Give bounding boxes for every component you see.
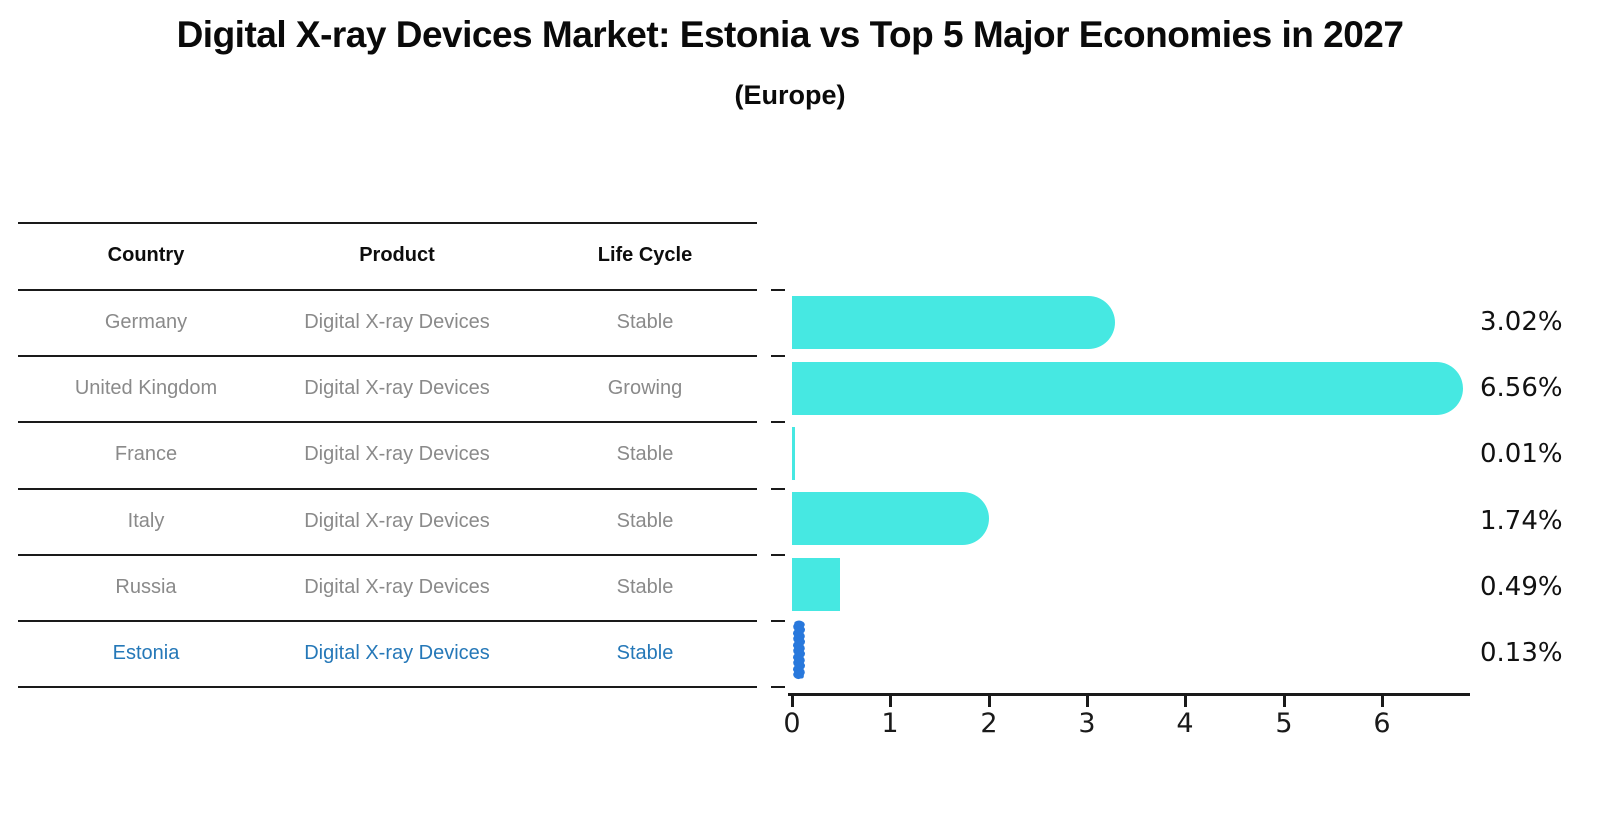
bar-value-label: 0.49% [1480,572,1563,602]
x-tick-mark [1381,696,1384,707]
x-tick-label: 6 [1373,708,1391,739]
x-tick-mark [1184,696,1187,707]
x-tick-label: 1 [881,708,899,739]
cell-life-cycle: Growing [607,377,683,399]
x-tick-mark [791,696,794,707]
cell-life-cycle: Stable [616,642,674,664]
bar-value-label: 1.74% [1480,506,1563,536]
table-header-life-cycle: Life Cycle [597,244,693,266]
table-header-product: Product [359,244,435,266]
bar-france [792,427,795,480]
y-tick-mark [771,355,785,357]
cell-product: Digital X-ray Devices [304,510,490,532]
table-rule [18,620,757,622]
bar-value-label: 6.56% [1480,373,1563,403]
cell-product: Digital X-ray Devices [304,642,490,664]
bar-russia [792,558,841,611]
bar-italy [792,492,990,545]
x-tick-mark [1283,696,1286,707]
x-tick-mark [988,696,991,707]
table-rule-header [18,289,757,291]
cell-country: United Kingdom [74,377,218,399]
table-rule-top [18,222,757,224]
x-tick-label: 3 [1078,708,1096,739]
cell-life-cycle: Stable [616,510,674,532]
y-tick-mark [771,620,785,622]
x-axis-line [788,693,1470,696]
cell-country: France [114,443,178,465]
cell-country: Russia [115,576,177,598]
table-header-country: Country [107,244,185,266]
y-tick-mark [771,289,785,291]
cell-country: Germany [104,311,188,333]
cell-life-cycle: Stable [616,576,674,598]
cell-product: Digital X-ray Devices [304,576,490,598]
table-rule [18,488,757,490]
chart-title: Digital X-ray Devices Market: Estonia vs… [176,14,1404,55]
cell-life-cycle: Stable [616,311,674,333]
table-rule-bottom [18,686,757,688]
bar-estonia-highlight [792,620,806,680]
x-tick-label: 2 [980,708,998,739]
cell-country: Estonia [112,642,180,664]
table-rule [18,421,757,423]
x-tick-label: 5 [1275,708,1293,739]
y-tick-mark [771,488,785,490]
x-tick-mark [1086,696,1089,707]
cell-product: Digital X-ray Devices [304,443,490,465]
cell-life-cycle: Stable [616,443,674,465]
bar-value-label: 0.13% [1480,638,1563,668]
x-tick-label: 4 [1176,708,1194,739]
cell-country: Italy [127,510,165,532]
bar-value-label: 0.01% [1480,439,1563,469]
cell-product: Digital X-ray Devices [304,311,490,333]
table-rule [18,355,757,357]
x-tick-mark [889,696,892,707]
table-rule [18,554,757,556]
y-tick-mark [771,686,785,688]
bar-value-label: 3.02% [1480,307,1563,337]
x-tick-label: 0 [783,708,801,739]
cell-product: Digital X-ray Devices [304,377,490,399]
y-tick-mark [771,421,785,423]
chart-subtitle: (Europe) [734,80,846,110]
bar-united-kingdom [792,362,1463,415]
y-tick-mark [771,554,785,556]
bar-germany [792,296,1115,349]
